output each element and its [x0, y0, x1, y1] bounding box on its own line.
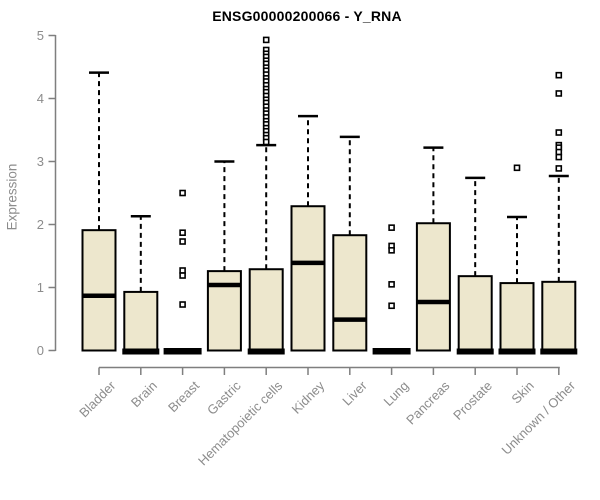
median-line: [456, 348, 494, 355]
box-rect: [457, 275, 493, 352]
collapsed-box-bar: [163, 348, 202, 355]
box-rect: [499, 282, 535, 352]
outlier-point: [513, 164, 521, 172]
outlier-point: [179, 272, 186, 279]
y-tick-label: 3: [37, 154, 44, 169]
y-tick-label: 1: [37, 280, 44, 295]
median-line: [498, 348, 536, 355]
median-line: [247, 348, 285, 355]
outlier-point: [388, 281, 395, 288]
box-rect: [290, 205, 326, 352]
outlier-point: [555, 153, 563, 161]
outlier-point: [555, 90, 563, 97]
y-tick-label: 2: [37, 217, 44, 232]
chart-title: ENSG00000200066 - Y_RNA: [212, 8, 402, 24]
median-line: [122, 348, 160, 355]
outlier-point: [179, 189, 186, 197]
median-line: [540, 348, 578, 355]
outlier-point: [262, 36, 270, 44]
outlier-point: [555, 129, 563, 136]
box-rect: [81, 229, 117, 352]
outlier-point: [388, 247, 395, 254]
y-tick-label: 4: [37, 91, 44, 106]
box-rect: [541, 280, 577, 352]
box-rect: [332, 234, 368, 352]
outlier-point: [179, 229, 186, 236]
outlier-point: [179, 238, 186, 245]
collapsed-box-bar: [372, 348, 411, 355]
box-rect: [248, 268, 284, 352]
box-rect: [123, 290, 159, 352]
outlier-point: [388, 224, 395, 231]
y-tick-label: 0: [37, 343, 44, 358]
outlier-point: [555, 165, 563, 172]
outlier-point: [262, 138, 270, 146]
outlier-point: [179, 301, 186, 308]
outlier-point: [555, 71, 563, 79]
y-tick-label: 5: [37, 28, 44, 43]
box-rect: [415, 222, 451, 352]
outlier-point: [388, 302, 395, 310]
